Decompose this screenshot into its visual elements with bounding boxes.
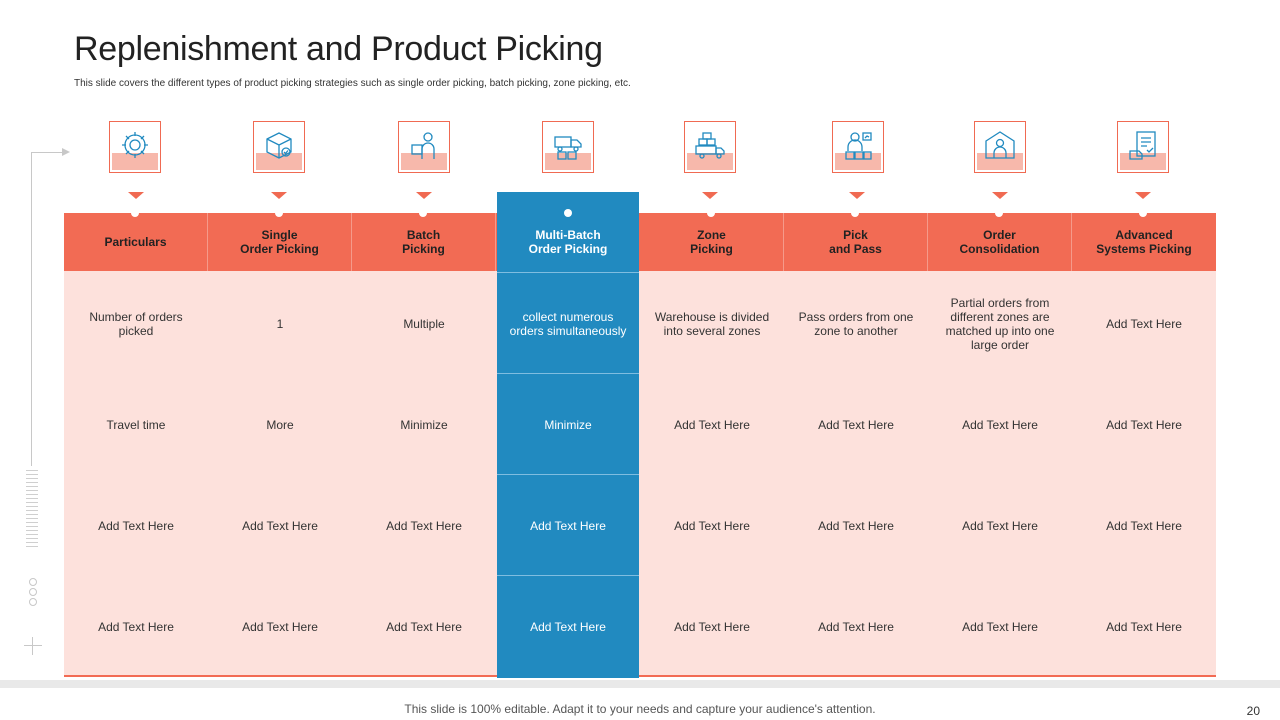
table-cell: Pass orders from one zone to another	[798, 309, 914, 338]
circle-icon	[29, 588, 37, 596]
table-cell: Add Text Here	[1106, 619, 1182, 634]
table-cell: Number of orders picked	[89, 309, 183, 338]
table-cell-highlighted: Minimize	[544, 417, 592, 432]
table-cell: Add Text Here	[962, 417, 1038, 432]
plus-icon	[24, 637, 42, 655]
forklift-packages-icon	[542, 121, 594, 173]
document-checklist-icon	[1117, 121, 1169, 173]
table-header-row	[64, 213, 1216, 271]
column-header: Zone Picking	[640, 209, 784, 271]
page-number: 20	[1246, 704, 1260, 718]
table-cell: Add Text Here	[1106, 417, 1182, 432]
table-cell: Add Text Here	[1106, 316, 1182, 331]
table-cell: Travel time	[106, 417, 166, 432]
table-cell: Add Text Here	[962, 619, 1038, 634]
table-cell: Add Text Here	[818, 619, 894, 634]
pointer-triangle	[992, 192, 1008, 199]
pointer-triangle	[849, 192, 865, 199]
slide-title: Replenishment and Product Picking	[74, 30, 603, 68]
picking-strategies-table: Particulars Single Order Picking Batch P…	[64, 209, 1216, 677]
table-cell-highlighted: Add Text Here	[530, 518, 606, 533]
table-cell: More	[266, 417, 294, 432]
table-cell: Add Text Here	[962, 518, 1038, 533]
table-bottom-border	[64, 675, 1216, 677]
pointer-triangle	[416, 192, 432, 199]
column-header: Order Consolidation	[928, 209, 1072, 271]
footer-text: This slide is 100% editable. Adapt it to…	[404, 702, 876, 716]
table-cell: Add Text Here	[674, 417, 750, 432]
column-header: Pick and Pass	[784, 209, 928, 271]
table-cell: Multiple	[403, 316, 445, 331]
column-header: Batch Picking	[352, 209, 496, 271]
table-cell: Add Text Here	[818, 417, 894, 432]
column-header: Single Order Picking	[208, 209, 352, 271]
pointer-triangle	[702, 192, 718, 199]
table-cell: Add Text Here	[674, 619, 750, 634]
circle-icon	[29, 578, 37, 586]
pointer-triangle	[1135, 192, 1151, 199]
table-cell: Add Text Here	[386, 518, 462, 533]
table-cell: Minimize	[400, 417, 448, 432]
column-header-highlighted: Multi-Batch Order Picking	[528, 228, 608, 256]
highlighted-column: Multi-Batch Order Picking collect numero…	[497, 192, 639, 678]
table-cell: Add Text Here	[242, 619, 318, 634]
table-cell: Add Text Here	[242, 518, 318, 533]
footer-band	[0, 680, 1280, 688]
table-cell: 1	[276, 316, 284, 331]
table-cell-highlighted: collect numerous orders simultaneously	[509, 309, 627, 338]
table-cell: Partial orders from different zones are …	[945, 295, 1055, 352]
table-cell: Add Text Here	[818, 518, 894, 533]
settings-gear-icon	[109, 121, 161, 173]
column-header: Particulars	[64, 209, 208, 271]
pointer-triangle	[271, 192, 287, 199]
table-cell: Add Text Here	[674, 518, 750, 533]
table-cell: Warehouse is divided into several zones	[654, 309, 770, 338]
delivery-truck-icon	[684, 121, 736, 173]
table-cell: Add Text Here	[98, 619, 174, 634]
table-cell-highlighted: Add Text Here	[530, 619, 606, 634]
table-cell: Add Text Here	[1106, 518, 1182, 533]
warehouse-worker-icon	[974, 121, 1026, 173]
package-box-icon	[253, 121, 305, 173]
table-cell: Add Text Here	[386, 619, 462, 634]
delivery-worker-icon	[398, 121, 450, 173]
slide-subtitle: This slide covers the different types of…	[74, 78, 631, 89]
worker-boxes-icon	[832, 121, 884, 173]
column-header: Advanced Systems Picking	[1072, 209, 1216, 271]
table-cell: Add Text Here	[98, 518, 174, 533]
arrow-right-icon	[62, 148, 70, 156]
circle-icon	[29, 598, 37, 606]
pointer-triangle	[128, 192, 144, 199]
